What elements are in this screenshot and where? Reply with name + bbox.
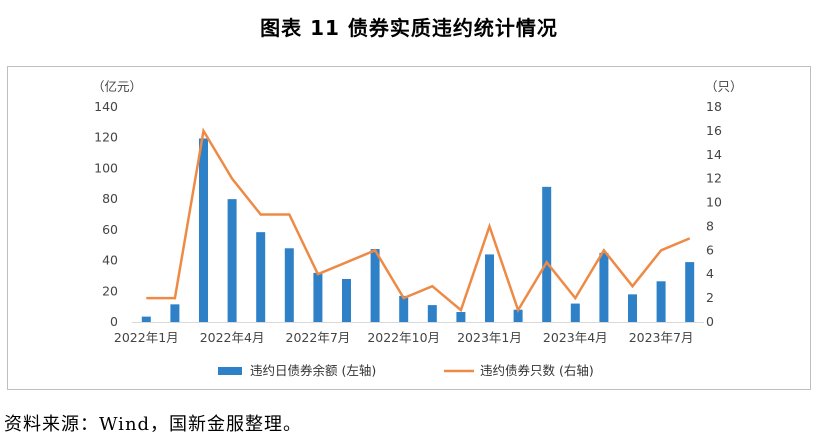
left-axis-tick-label: 100 [94,160,118,175]
right-axis-tick-label: 16 [706,123,722,138]
left-axis-tick-label: 140 [94,99,118,114]
left-axis-tick-label: 120 [94,130,118,145]
x-axis-tick-label: 2022年4月 [200,330,265,345]
bar [628,294,637,322]
source-note: 资料来源：Wind，国新金服整理。 [4,414,303,435]
bar-series [141,138,695,322]
right-axis: （只） 0 2 4 6 8 10 12 14 16 18 [705,79,743,329]
legend: 违约日债券余额 (左轴) 违约债券只数 (右轴) [218,363,594,378]
left-axis-tick-label: 40 [102,253,118,268]
bar [656,281,666,322]
bar [427,305,437,322]
bar [141,316,151,322]
x-axis-tick-label: 2022年7月 [286,330,351,345]
bar [685,262,695,322]
right-axis-tick-label: 2 [706,290,714,305]
bar [313,272,323,322]
left-axis-tick-label: 60 [102,222,118,237]
left-axis-tick-label: 20 [102,283,118,298]
right-axis-tick-label: 4 [706,266,714,281]
bar [513,309,523,322]
bar [284,248,294,322]
legend-line-label: 违约债券只数 (右轴) [480,363,594,378]
chart: （亿元） 0 20 40 60 80 100 120 140 （只） 0 2 4 6 8 10 12 14 16 1… [92,79,743,378]
bar [227,199,237,322]
bar [599,252,609,322]
x-axis-tick-label: 2023年1月 [457,330,522,345]
right-axis-unit: （只） [705,79,743,94]
legend-bar-swatch [218,367,242,375]
right-axis-tick-label: 12 [706,171,722,186]
bar [570,303,580,322]
bar [342,279,351,322]
bar [170,304,180,322]
figure-title: 图表 11 债券实质违约统计情况 [260,16,558,40]
bar [542,186,552,322]
left-axis-tick-label: 80 [102,191,118,206]
bar [456,312,466,322]
x-axis-tick-label: 2023年7月 [629,330,694,345]
x-axis-tick-label: 2022年10月 [367,330,440,345]
x-axis-tick-label: 2022年1月 [114,330,179,345]
bar [199,138,208,322]
line-series [146,127,691,314]
right-axis-tick-label: 0 [706,314,714,329]
right-axis-tick-label: 10 [706,195,722,210]
chart-frame: （亿元） 0 20 40 60 80 100 120 140 （只） 0 2 4 6 8 10 12 14 16 1… [7,66,811,390]
bar [370,249,380,322]
bar [256,232,266,322]
line-path [146,127,691,314]
bar [485,254,494,322]
x-axis: 2022年1月 2022年4月 2022年7月 2022年10月 2023年1月 2023… [114,322,704,345]
right-axis-tick-label: 18 [706,99,722,114]
bar [399,295,409,322]
legend-bar-label: 违约日债券余额 (左轴) [250,363,376,378]
right-axis-tick-label: 8 [706,218,714,233]
left-axis-unit: （亿元） [92,79,142,94]
x-axis-tick-label: 2023年4月 [543,330,608,345]
left-axis: （亿元） 0 20 40 60 80 100 120 140 [92,79,142,329]
right-axis-tick-label: 14 [706,147,722,162]
left-axis-tick-label: 0 [110,314,118,329]
right-axis-tick-label: 6 [706,242,714,257]
